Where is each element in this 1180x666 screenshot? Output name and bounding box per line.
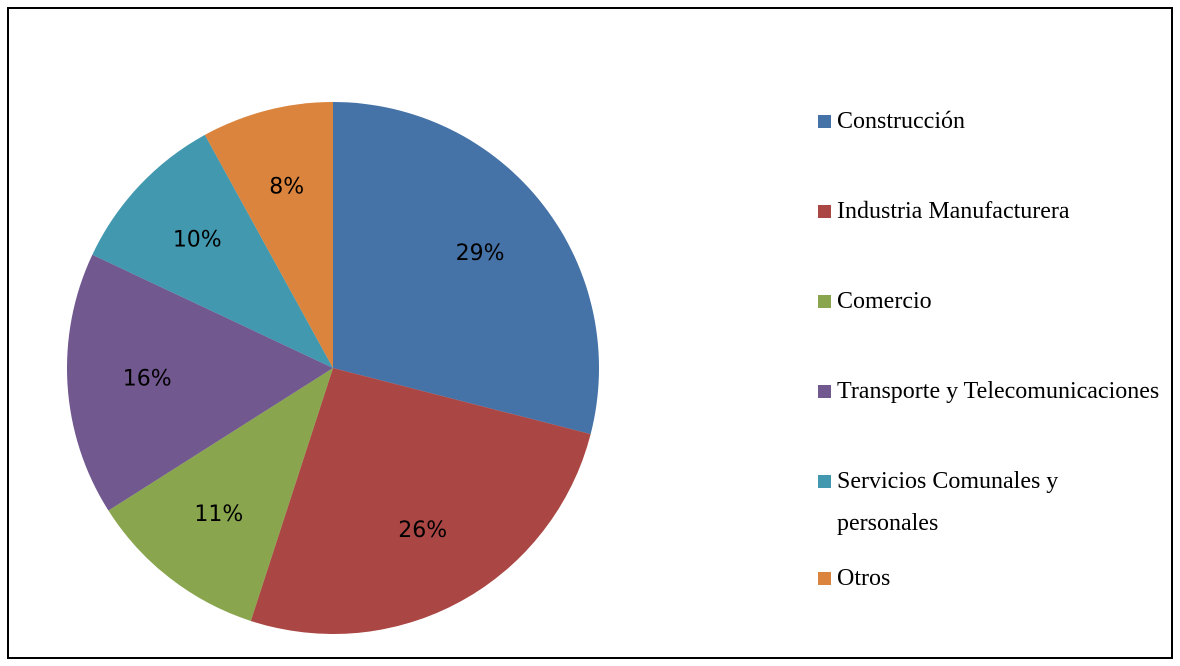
pie-slice <box>92 134 333 368</box>
legend-swatch <box>818 475 831 488</box>
legend-item: Servicios Comunales y personales <box>818 460 1162 544</box>
slice-label: 11% <box>194 502 243 527</box>
legend-swatch <box>818 385 831 398</box>
legend-item: Construcción <box>818 100 1162 142</box>
legend-swatch <box>818 115 831 128</box>
legend-item: Industria Manufacturera <box>818 190 1162 232</box>
slice-label: 10% <box>173 228 222 253</box>
pie-slice <box>67 254 333 511</box>
frame <box>7 7 1173 659</box>
legend-label: Comercio <box>837 288 932 314</box>
slice-label: 16% <box>123 367 172 392</box>
legend-label: Servicios Comunales y personales <box>837 468 1059 536</box>
legend-swatch <box>818 572 831 585</box>
legend-swatch <box>818 205 831 218</box>
pie-slice <box>204 102 333 368</box>
pie-slice <box>108 368 333 621</box>
legend-swatch <box>818 295 831 308</box>
legend-label: Otros <box>837 565 891 591</box>
legend-label: Industria Manufacturera <box>837 198 1070 224</box>
slice-label: 8% <box>269 175 304 200</box>
slice-label: 29% <box>456 241 505 266</box>
legend-item: Comercio <box>818 280 1162 322</box>
pie-slice <box>250 368 591 635</box>
pie-slice <box>333 102 600 435</box>
legend-label: Transporte y Telecomunicaciones <box>837 378 1160 404</box>
slice-label: 26% <box>398 518 447 543</box>
legend-item: Otros <box>818 557 1162 599</box>
legend-item: Transporte y Telecomunicaciones <box>818 370 1162 412</box>
legend-label: Construcción <box>837 108 965 134</box>
